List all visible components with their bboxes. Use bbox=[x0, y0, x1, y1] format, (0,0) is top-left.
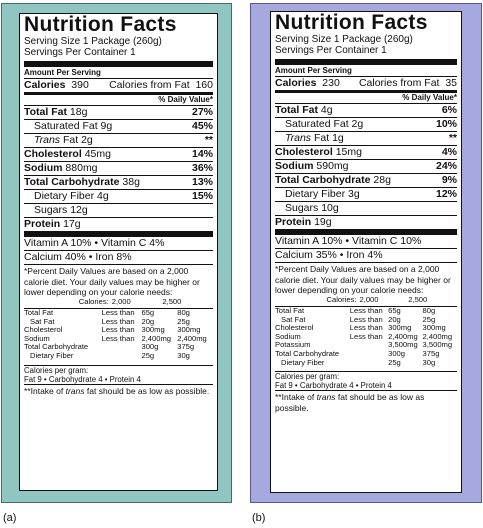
serving-size: Serving Size 1 Package (260g) bbox=[24, 36, 162, 47]
nutrient-row: Total Fat 4g 6% bbox=[275, 103, 457, 116]
nutrition-label-a: Nutrition Facts Serving Size 1 Package (… bbox=[19, 13, 218, 491]
nutrient-row: Sodium 590mg 24% bbox=[275, 159, 457, 172]
nutrient-row: Dietary Fiber 4g 15% bbox=[24, 189, 213, 203]
caption-b: (b) bbox=[252, 512, 266, 524]
dv-footnote: *Percent Daily Values are based on a 2,0… bbox=[24, 264, 213, 298]
label-title: Nutrition Facts bbox=[24, 13, 177, 36]
label-title: Nutrition Facts bbox=[275, 11, 428, 34]
calories-fat-label: Calories from Fat bbox=[358, 77, 440, 89]
nutrient-row: Cholesterol 45mg 14% bbox=[24, 147, 213, 160]
calories-per-gram-values: Fat 9 • Carbohydrate 4 • Protein 4 bbox=[275, 381, 392, 391]
amount-per-serving: Amount Per Serving bbox=[275, 66, 352, 75]
calories-row: Calories 390 Calories from Fat 160 bbox=[24, 78, 213, 92]
nutrient-row: Cholesterol 15mg 4% bbox=[275, 145, 457, 158]
calories-label: Calories bbox=[24, 79, 66, 91]
calories-label: Calories bbox=[275, 77, 317, 89]
mineral-row: Calcium 35% • Iron 4% bbox=[275, 248, 457, 262]
reference-row: Dietary Fiber 25g 30g bbox=[30, 351, 190, 361]
reference-row: Cholesterol Less than 300mg 300mg bbox=[24, 325, 201, 335]
nutrient-row: Total Carbohydrate 28g 9% bbox=[275, 173, 457, 186]
servings-per-container: Servings Per Container 1 bbox=[24, 47, 136, 58]
reference-row: Total Carbohydrate 300g 375g bbox=[275, 349, 440, 359]
calories-value: 230 bbox=[322, 77, 340, 89]
reference-row: Dietary Fiber 25g 30g bbox=[281, 357, 436, 367]
dv-footnote: *Percent Daily Values are based on a 2,0… bbox=[275, 262, 457, 296]
trans-fat-note: **Intake of trans fat should be as low a… bbox=[275, 390, 457, 413]
vitamin-row: Vitamin A 10% • Vitamin C 10% bbox=[275, 235, 422, 247]
calories-fat-value: 35 bbox=[445, 77, 457, 89]
reference-table: Calories: 2,000 2,500 bbox=[326, 294, 428, 304]
serving-size: Serving Size 1 Package (260g) bbox=[275, 34, 413, 45]
reference-table-body: Total Fat Less than 65g 80g Sat Fat Less tha… bbox=[24, 308, 213, 361]
reference-row: Sodium Less than 2,400mg 2,400mg bbox=[275, 331, 453, 341]
daily-value-header: % Daily Value* bbox=[402, 93, 457, 102]
nutrient-row: Total Carbohydrate 38g 13% bbox=[24, 175, 213, 188]
reference-row: Sat Fat Less than 20g 25g bbox=[281, 314, 436, 324]
nutrient-row: Dietary Fiber 3g 12% bbox=[275, 187, 457, 201]
nutrition-label-b: Nutrition Facts Serving Size 1 Package (… bbox=[270, 11, 462, 493]
label-panel-a: Nutrition Facts Serving Size 1 Package (… bbox=[1, 3, 232, 503]
nutrient-row: Saturated Fat 9g 45% bbox=[24, 119, 213, 133]
nutrient-row: Trans Fat 1g ** bbox=[275, 131, 457, 145]
nutrient-row: Trans Fat 2g ** bbox=[24, 133, 213, 147]
reference-row: Total Carbohydrate 300g 375g bbox=[24, 342, 195, 352]
calories-fat-label: Calories from Fat bbox=[109, 79, 190, 91]
nutrient-row: Protein 17g bbox=[24, 217, 213, 231]
reference-row: Total Fat Less than 65g 80g bbox=[24, 308, 190, 318]
nutrient-row: Protein 19g bbox=[275, 215, 457, 229]
daily-value-header: % Daily Value* bbox=[158, 95, 213, 104]
calories-per-gram: Calories per gram: bbox=[275, 372, 340, 382]
calories-row: Calories 230 Calories from Fat 35 bbox=[275, 76, 457, 90]
calories-value: 390 bbox=[71, 79, 89, 91]
calories-per-gram-values: Fat 9 • Carbohydrate 4 • Protein 4 bbox=[24, 374, 141, 384]
vitamin-row: Vitamin A 10% • Vitamin C 4% bbox=[24, 237, 165, 249]
servings-per-container: Servings Per Container 1 bbox=[275, 45, 387, 56]
nutrient-row: Sugars 10g bbox=[275, 201, 457, 215]
label-panel-b: Nutrition Facts Serving Size 1 Package (… bbox=[250, 3, 482, 503]
reference-row: Total Fat Less than 65g 80g bbox=[275, 306, 436, 316]
nutrient-row: Total Fat 18g 27% bbox=[24, 105, 213, 118]
trans-fat-note: **Intake of trans fat should be as low a… bbox=[24, 383, 213, 397]
calories-per-gram: Calories per gram: bbox=[24, 365, 89, 375]
reference-table: Calories: 2,000 2,500 bbox=[78, 296, 182, 306]
nutrient-row: Sodium 880mg 36% bbox=[24, 161, 213, 174]
reference-row: Potassium 3,500mg 3,500mg bbox=[275, 340, 453, 350]
nutrient-row: Sugars 12g bbox=[24, 203, 213, 217]
mineral-row: Calcium 40% • Iron 8% bbox=[24, 250, 213, 264]
reference-row: Sat Fat Less than 20g 25g bbox=[30, 316, 190, 326]
calories-fat-value: 160 bbox=[195, 79, 213, 91]
amount-per-serving: Amount Per Serving bbox=[24, 68, 101, 77]
caption-a: (a) bbox=[3, 512, 17, 524]
reference-row: Sodium Less than 2,400mg 2,400mg bbox=[24, 333, 207, 343]
nutrient-row: Saturated Fat 2g 10% bbox=[275, 117, 457, 131]
reference-table-body: Total Fat Less than 65g 80g Sat Fat Less tha… bbox=[275, 306, 457, 367]
reference-row: Cholesterol Less than 300mg 300mg bbox=[275, 323, 446, 333]
